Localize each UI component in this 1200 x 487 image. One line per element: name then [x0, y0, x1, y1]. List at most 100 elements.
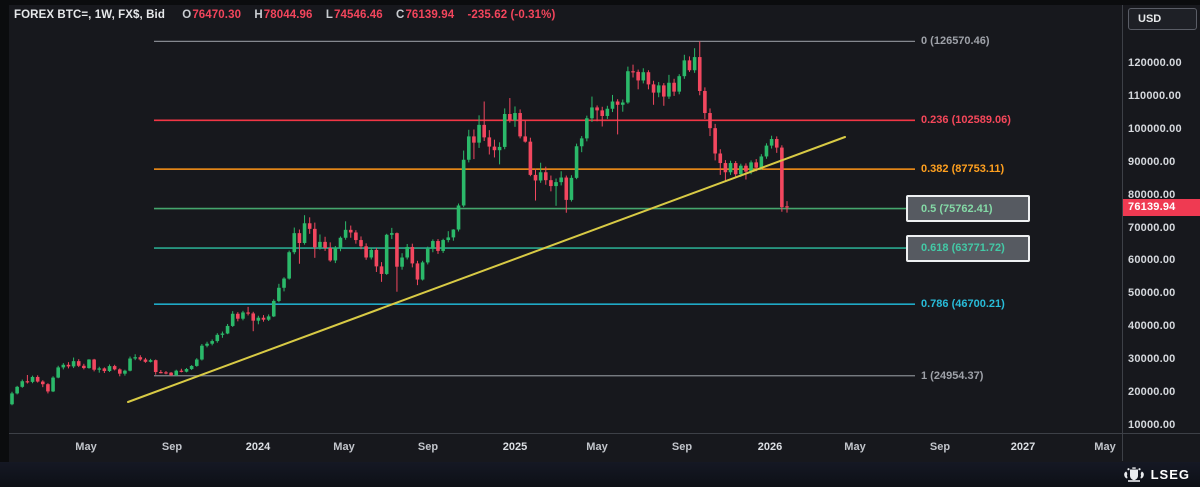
candle — [71, 361, 76, 367]
time-axis-border — [9, 433, 1200, 434]
candle — [117, 369, 122, 374]
candle — [605, 108, 610, 116]
fib-label-0.5[interactable]: 0.5 (75762.41) — [921, 202, 993, 215]
fib-label-0.618[interactable]: 0.618 (63771.72) — [921, 242, 1005, 255]
candle — [631, 71, 635, 73]
price-tick: 10000.00 — [1128, 419, 1176, 431]
candle — [466, 136, 471, 160]
candle — [364, 246, 368, 258]
candle — [687, 60, 692, 71]
candle — [646, 72, 651, 85]
price-tick: 90000.00 — [1128, 155, 1176, 168]
candle — [477, 124, 481, 143]
candle — [739, 165, 743, 175]
candle — [292, 233, 297, 253]
candle — [282, 278, 286, 288]
candle — [677, 76, 682, 92]
candle — [25, 381, 30, 383]
candle — [302, 223, 307, 244]
price-tick: 100000.00 — [1128, 122, 1182, 135]
fib-label-0.236[interactable]: 0.236 (102589.06) — [921, 114, 1011, 127]
time-tick: May — [333, 441, 355, 453]
candle — [390, 233, 394, 235]
symbol-title: FOREX BTC=, 1W, FX$, Bid — [14, 9, 165, 21]
candle — [615, 101, 620, 105]
candle — [159, 372, 163, 374]
price-tick: 120000.00 — [1128, 57, 1182, 69]
candle — [667, 82, 671, 97]
time-tick: Sep — [929, 441, 951, 453]
ohlc-high: H78044.96 — [254, 9, 313, 21]
candle — [410, 246, 415, 264]
candle — [369, 249, 374, 258]
candle — [246, 312, 250, 314]
candle — [169, 372, 173, 376]
candle — [97, 368, 102, 370]
candle — [425, 248, 430, 263]
price-tick: 20000.00 — [1128, 386, 1176, 399]
candle — [123, 370, 127, 374]
candle — [672, 82, 676, 92]
candle — [138, 357, 143, 360]
candle — [405, 246, 409, 258]
candle — [328, 247, 333, 261]
candle — [697, 57, 702, 91]
time-tick: Sep — [671, 441, 693, 453]
candle — [528, 141, 533, 175]
time-tick: 2025 — [502, 441, 528, 453]
candle — [225, 325, 230, 334]
candle — [51, 377, 55, 392]
candle — [456, 205, 461, 230]
price-tick: 50000.00 — [1128, 287, 1176, 300]
candle — [590, 107, 594, 119]
candle — [174, 370, 179, 376]
lseg-logo: LSEG — [1123, 466, 1190, 483]
candle — [107, 366, 112, 372]
candle — [549, 180, 553, 187]
candle — [338, 237, 343, 248]
fib-label-0[interactable]: 0 (126570.46) — [921, 35, 990, 48]
candle — [461, 159, 466, 206]
fib-label-1[interactable]: 1 (24954.37) — [921, 369, 984, 382]
candle — [441, 240, 445, 251]
candle — [66, 364, 71, 367]
time-tick: Sep — [417, 441, 439, 453]
candle — [184, 369, 189, 372]
candle — [133, 357, 137, 359]
candle — [277, 287, 281, 301]
time-tick: 2024 — [245, 441, 271, 453]
candle — [446, 237, 451, 241]
fib-label-0.786[interactable]: 0.786 (46700.21) — [921, 298, 1005, 311]
price-tick: 30000.00 — [1128, 353, 1176, 366]
candle — [564, 177, 569, 200]
candle — [436, 241, 440, 251]
candle — [46, 384, 50, 392]
fib-label-0.382[interactable]: 0.382 (87753.11) — [921, 163, 1005, 176]
last-price-badge: 76139.94 — [1123, 198, 1200, 216]
currency-button[interactable]: USD — [1128, 8, 1197, 30]
candle — [56, 367, 60, 378]
candle — [102, 368, 107, 372]
candle — [451, 229, 456, 238]
time-tick: May — [75, 441, 97, 453]
candle — [307, 223, 312, 229]
candle — [348, 229, 353, 233]
fib-label-box-0.5[interactable] — [906, 195, 1030, 223]
trend-line[interactable] — [127, 136, 846, 403]
fib-label-box-0.618[interactable] — [906, 234, 1030, 262]
candle — [128, 358, 132, 371]
candle — [236, 313, 240, 319]
candle — [200, 345, 204, 360]
chart-header: FOREX BTC=, 1W, FX$, Bid O76470.30 H7804… — [14, 9, 555, 27]
time-tick: Sep — [161, 441, 183, 453]
candle — [497, 146, 502, 151]
price-tick: 70000.00 — [1128, 221, 1176, 234]
candle — [780, 147, 784, 208]
candle — [148, 360, 153, 362]
candle — [220, 333, 225, 335]
candle — [359, 240, 363, 247]
candle — [215, 334, 220, 342]
candle — [323, 241, 327, 248]
candle — [523, 136, 528, 142]
